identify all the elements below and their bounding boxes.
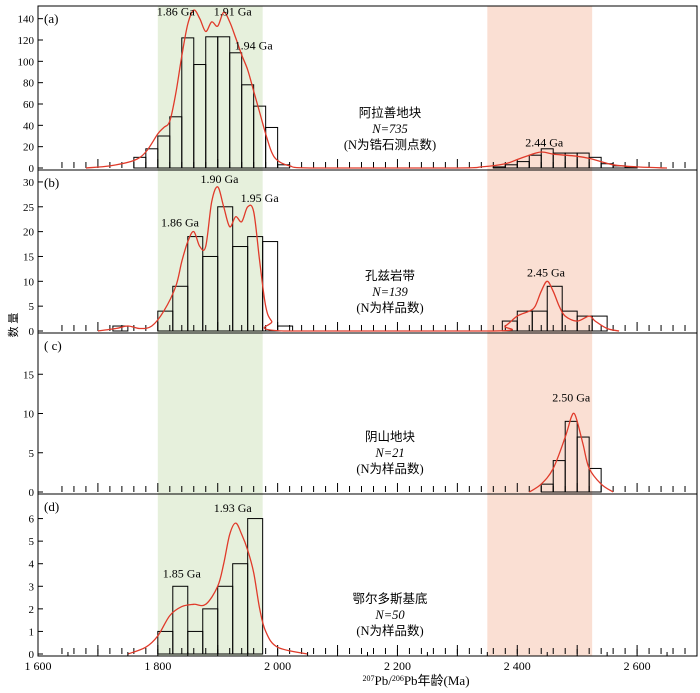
- peak-label: 1.93 Ga: [214, 501, 253, 515]
- histogram-bar: [265, 126, 279, 169]
- kde-curve: [97, 186, 620, 332]
- sample-count: N=50: [374, 608, 405, 622]
- peak-label: 1.94 Ga: [235, 39, 274, 53]
- panel-tag: (d): [44, 499, 59, 514]
- y-tick-label: 20: [23, 142, 35, 154]
- panel-tag: (b): [44, 175, 59, 190]
- kde-curve: [528, 412, 614, 493]
- y-tick-label: 5: [29, 301, 35, 313]
- panel-2: 0 5 10 15 20 25 30 (b) 1.86 Ga 1.90 Ga1.95 Ga 2.45…: [23, 172, 686, 338]
- peak-label: 1.90 Ga: [201, 172, 240, 186]
- x-tick-label: 2 200: [384, 659, 411, 673]
- x-axis-label-part2: Pb年龄(Ma): [404, 673, 470, 688]
- peak-label: 1.95 Ga: [241, 191, 280, 205]
- peak-label: 1.86 Ga: [161, 216, 200, 230]
- x-axis-label-sup1: 207: [362, 674, 374, 683]
- peak-label: 1.91 Ga: [214, 4, 253, 18]
- y-tick-label: 80: [23, 78, 35, 90]
- panel-1: 0 20 40 60 80 100 120 140 (a) 1.86 Ga 1.91 Ga 1.94 …: [18, 4, 686, 175]
- histogram-bar: [145, 148, 159, 169]
- y-tick-label: 10: [23, 409, 35, 421]
- y-tick-label: 15: [23, 251, 35, 263]
- peak-label: 2.50 Ga: [552, 391, 591, 405]
- y-tick-label: 120: [18, 35, 35, 47]
- kde-curve: [127, 522, 308, 655]
- y-tick-label: 20: [23, 227, 35, 239]
- peak-label: 1.85 Ga: [163, 566, 202, 580]
- y-tick-label: 40: [23, 120, 35, 132]
- y-tick-label: 60: [23, 99, 35, 111]
- panel-tag: (a): [44, 11, 58, 26]
- y-tick-label: 25: [23, 202, 35, 214]
- y-tick-label: 15: [23, 369, 35, 381]
- y-tick-label: 10: [23, 276, 35, 288]
- y-tick-label: 30: [23, 177, 35, 189]
- y-tick-label: 2: [29, 604, 35, 616]
- sample-count: N=21: [374, 446, 404, 460]
- y-tick-label: 3: [29, 581, 35, 593]
- x-tick-label: 2 000: [264, 659, 291, 673]
- count-note: (N为锆石测点数): [344, 137, 436, 152]
- y-tick-label: 0: [29, 326, 35, 338]
- histogram-bar: [588, 467, 602, 493]
- histogram-bar: [576, 436, 590, 493]
- y-tick-label: 140: [18, 14, 35, 26]
- count-note: (N为样品数): [356, 300, 423, 315]
- histogram-bar: [247, 518, 264, 655]
- histogram-bar: [133, 156, 147, 169]
- x-axis-label-part1: Pb/: [374, 673, 392, 688]
- sample-count: N=139: [371, 285, 408, 299]
- x-axis-label: 207Pb/206Pb年龄(Ma): [362, 673, 469, 688]
- peak-label: 2.44 Ga: [525, 136, 564, 150]
- peak-label: 2.45 Ga: [527, 265, 566, 279]
- region-name: 孔兹岩带: [365, 268, 415, 283]
- y-tick-label: 1: [29, 626, 35, 638]
- region-name: 阴山地块: [365, 430, 416, 444]
- panel-3: 0 5 10 15 ( c) 2.50 Ga 阴山地块 N=21(N为样品数): [23, 338, 686, 499]
- region-name: 鄂尔多斯基底: [352, 591, 427, 606]
- panel-4: 0 1 2 3 4 5 6 (d) 1.85 Ga 1.93 Ga 鄂尔多斯基底 N=50(N为样品数…: [29, 499, 686, 661]
- x-tick-label: 2 600: [624, 659, 651, 673]
- y-tick-label: 100: [18, 56, 35, 68]
- count-note: (N为样品数): [356, 623, 423, 638]
- count-note: (N为样品数): [356, 461, 423, 476]
- y-axis-label: 数 量: [7, 313, 20, 338]
- x-axis: 1 600 1 800 2 000 2 200 2 400 2 600: [25, 649, 698, 673]
- y-tick-label: 0: [29, 649, 35, 661]
- histogram-bar: [546, 285, 563, 332]
- x-tick-label: 1 600: [25, 659, 52, 673]
- y-tick-label: 0: [29, 487, 35, 499]
- y-tick-label: 5: [29, 448, 35, 460]
- panel-tag: ( c): [44, 338, 62, 353]
- peak-label: 1.86 Ga: [157, 4, 196, 18]
- y-tick-label: 4: [29, 559, 35, 571]
- histogram-bar: [172, 585, 189, 655]
- y-tick-label: 0: [29, 163, 35, 175]
- x-axis-label-sup2: 206: [392, 674, 404, 683]
- y-tick-label: 6: [29, 514, 35, 526]
- y-tick-label: 5: [29, 536, 35, 548]
- histogram-bar: [591, 315, 608, 332]
- kde-curve: [85, 9, 668, 169]
- x-tick-label: 2 400: [504, 659, 531, 673]
- histogram-bar: [262, 241, 279, 332]
- x-tick-label: 1 800: [144, 659, 171, 673]
- histogram-bar: [588, 156, 602, 169]
- region-name: 阿拉善地块: [359, 105, 422, 120]
- sample-count: N=735: [371, 122, 408, 136]
